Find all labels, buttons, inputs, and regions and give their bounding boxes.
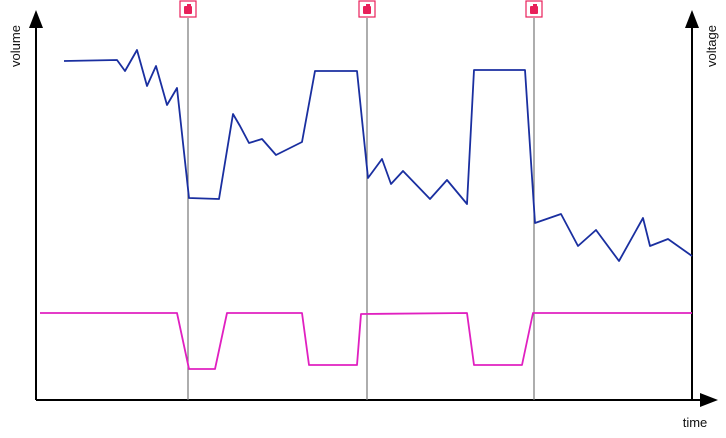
event-icon-top — [187, 4, 191, 7]
event-icon-top — [533, 4, 537, 7]
y2-axis-arrow — [685, 10, 699, 28]
event-icon-body — [184, 6, 192, 14]
event-icon-body — [530, 6, 538, 14]
event-icon-body — [363, 6, 371, 14]
y2-axis-label: voltage — [704, 25, 719, 67]
series-line — [63, 49, 693, 262]
y-axis-arrow — [29, 10, 43, 28]
y-axis-label: volume — [8, 25, 23, 67]
event-icon-top — [366, 4, 370, 7]
x-axis-arrow — [700, 393, 718, 407]
series-line — [40, 312, 692, 370]
x-axis-label: time — [683, 415, 708, 430]
